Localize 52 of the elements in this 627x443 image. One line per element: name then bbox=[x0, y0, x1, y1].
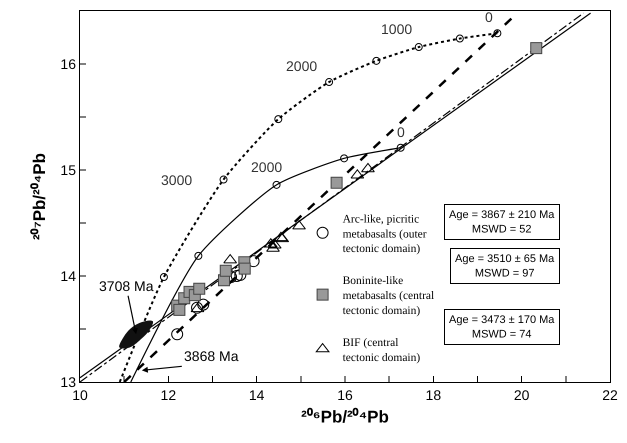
point bbox=[372, 56, 380, 65]
y-tick-label: 15 bbox=[60, 162, 76, 178]
y-tick-label: 16 bbox=[60, 56, 76, 72]
point bbox=[414, 43, 423, 52]
point bbox=[230, 270, 243, 282]
y-tick-label: 13 bbox=[60, 374, 76, 390]
x-tick-label: 14 bbox=[248, 387, 265, 403]
point bbox=[220, 264, 232, 277]
annotation: Age = 3867 ± 210 Ma MSWD = 52 bbox=[449, 209, 556, 236]
x-tick-label: 16 bbox=[337, 387, 353, 403]
x-tick-label: 12 bbox=[160, 387, 176, 403]
annotation: 3868 Ma bbox=[184, 348, 239, 364]
annotation: Age = 3510 ± 65 Ma MSWD = 97 bbox=[455, 253, 556, 280]
point bbox=[530, 42, 542, 54]
point bbox=[194, 252, 202, 260]
point bbox=[456, 34, 464, 43]
point bbox=[325, 78, 334, 86]
legend-label: Boninite-like metabasalts (central tectonic domain) bbox=[342, 275, 434, 318]
point bbox=[171, 328, 184, 340]
point bbox=[193, 282, 206, 295]
point bbox=[350, 169, 364, 179]
point bbox=[173, 304, 186, 316]
point bbox=[330, 176, 343, 189]
annotation: 0 bbox=[397, 124, 405, 140]
x-tick-label: 22 bbox=[602, 387, 618, 403]
point bbox=[493, 29, 502, 38]
point bbox=[272, 180, 281, 189]
annotation: 2000 bbox=[251, 159, 282, 175]
annotation: 2000 bbox=[286, 58, 318, 74]
point bbox=[238, 262, 251, 275]
point bbox=[396, 144, 405, 152]
x-tick-label: 10 bbox=[72, 387, 88, 403]
point bbox=[234, 268, 246, 281]
annotation: 0 bbox=[485, 9, 493, 25]
legend-label: Arc-like, picritic metabasalts (outer tectonic domain) bbox=[342, 213, 427, 256]
x-tick-label: 18 bbox=[426, 387, 442, 403]
y-tick-label: 14 bbox=[60, 268, 76, 284]
point bbox=[197, 298, 210, 311]
point bbox=[160, 273, 168, 282]
x-tick-label: 20 bbox=[514, 387, 530, 403]
annotation: Age = 3473 ± 170 Ma MSWD = 74 bbox=[449, 314, 556, 340]
point bbox=[340, 154, 348, 162]
legend-label: BIF (central tectonic domain) bbox=[342, 337, 420, 364]
point bbox=[266, 242, 280, 252]
point bbox=[274, 115, 282, 124]
annotation: 3000 bbox=[161, 172, 192, 188]
annotation: 3708 Ma bbox=[99, 278, 154, 294]
x-axis-title: ²⁰⁶Pb/²⁰⁴Pb bbox=[301, 407, 389, 426]
point bbox=[220, 176, 228, 184]
annotation: 1000 bbox=[381, 21, 412, 37]
point bbox=[361, 162, 375, 172]
y-axis-title: ²⁰⁷Pb/²⁰⁴Pb bbox=[30, 153, 50, 240]
